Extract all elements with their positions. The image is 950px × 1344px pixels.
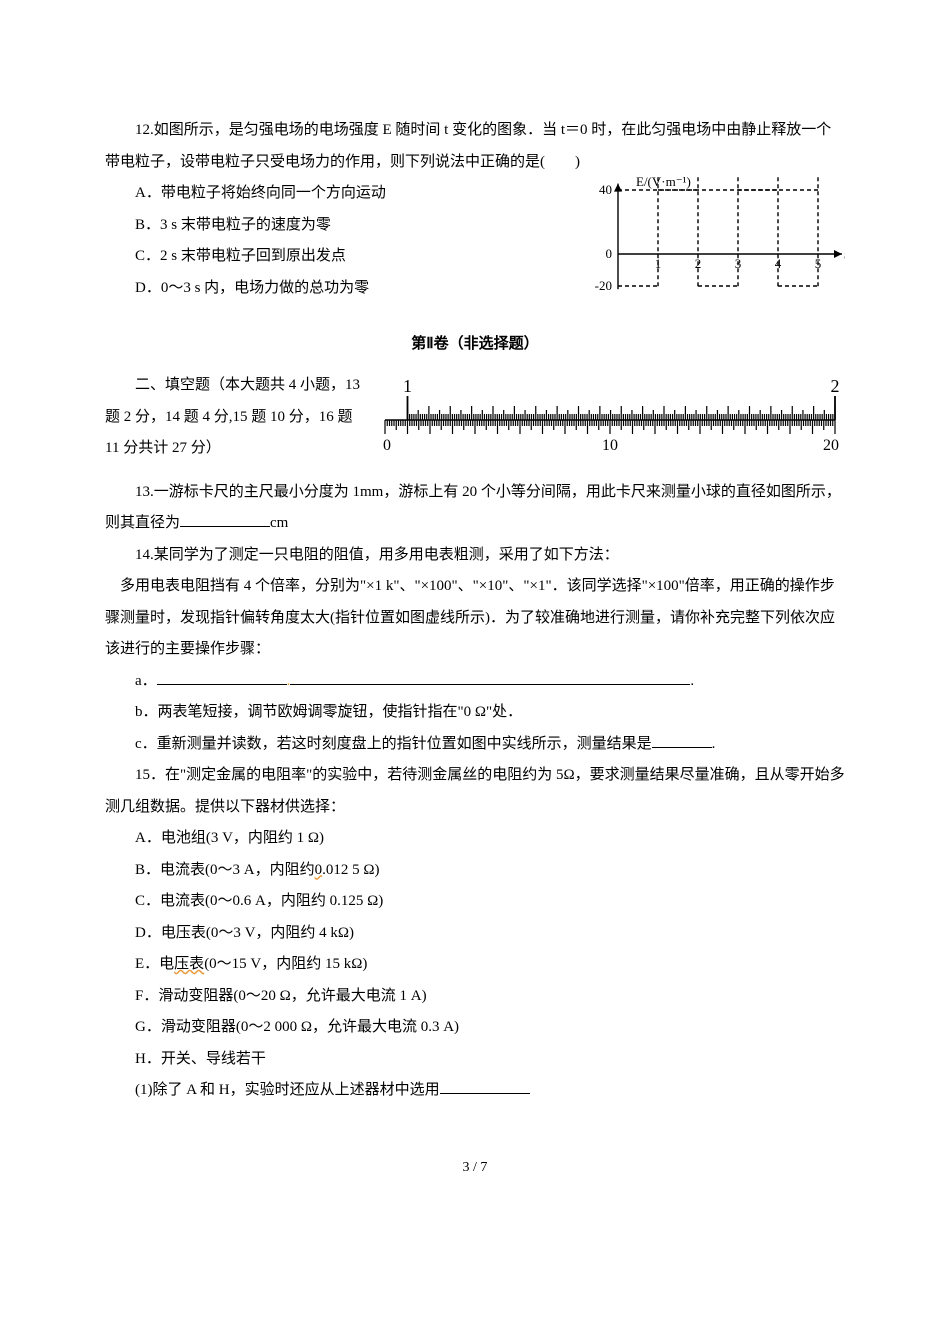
q14-b: b．两表笔短接，调节欧姆调零旋钮，使指针指在"0 Ω"处． bbox=[105, 697, 845, 729]
vernier-ruler-svg: 0 10 20 1 2 bbox=[375, 374, 845, 464]
q15-E: E．电压表(0～15 V，内阻约 15 kΩ) bbox=[105, 949, 845, 981]
q12-stem: 12.如图所示，是匀强电场的电场强度 E 随时间 t 变化的图象．当 t＝0 时… bbox=[105, 115, 845, 178]
q12-options: A．带电粒子将始终向同一个方向运动 B．3 s 末带电粒子的速度为零 C．2 s… bbox=[105, 178, 574, 304]
q14-body: 多用电表电阻挡有 4 个倍率，分别为"×1 k"、"×100"、"×10"、"×… bbox=[105, 571, 845, 666]
q15-B: B．电流表(0～3 A，内阻约0.012 5 Ω) bbox=[105, 855, 845, 887]
q12-graph: 40-20012345E/(V·m⁻¹)t/s bbox=[580, 172, 845, 315]
q15-sub1-text: (1)除了 A 和 H，实验时还应从上述器材中选用 bbox=[135, 1082, 440, 1098]
q15-B-wavy: 0 bbox=[315, 862, 323, 878]
svg-text:2: 2 bbox=[695, 256, 702, 271]
svg-text:3: 3 bbox=[735, 256, 742, 271]
section-2-title: 第Ⅱ卷（非选择题） bbox=[105, 329, 845, 361]
vernier-ruler: 0 10 20 1 2 bbox=[375, 374, 845, 477]
q13-unit: cm bbox=[270, 515, 288, 531]
q12-opt-b: B．3 s 末带电粒子的速度为零 bbox=[105, 210, 574, 242]
q14-c: c．重新测量并读数，若这时刻度盘上的指针位置如图中实线所示，测量结果是. bbox=[105, 729, 845, 761]
svg-text:40: 40 bbox=[599, 182, 612, 197]
q14-stem: 14.某同学为了测定一只电阻的阻值，用多用电表粗测，采用了如下方法： bbox=[105, 540, 845, 572]
q13-stem: 13.一游标卡尺的主尺最小分度为 1mm，游标上有 20 个小等分间隔，用此卡尺… bbox=[105, 477, 845, 540]
q15-F: F．滑动变阻器(0～20 Ω，允许最大电流 1 A) bbox=[105, 981, 845, 1013]
page-footer: 3 / 7 bbox=[105, 1153, 845, 1182]
q15-E-post: (0～15 V，内阻约 15 kΩ) bbox=[204, 956, 367, 972]
q15-B-post: .012 5 Ω) bbox=[322, 862, 379, 878]
q14-c-blank bbox=[652, 732, 712, 748]
q12-row: A．带电粒子将始终向同一个方向运动 B．3 s 末带电粒子的速度为零 C．2 s… bbox=[105, 178, 845, 315]
q15-B-pre: B．电流表(0～3 A，内阻约 bbox=[135, 862, 315, 878]
svg-text:2: 2 bbox=[831, 376, 840, 396]
fill-header: 二、填空题（本大题共 4 小题，13 题 2 分，14 题 4 分,15 题 1… bbox=[105, 370, 365, 465]
q15-H: H．开关、导线若干 bbox=[105, 1044, 845, 1076]
q14-c-pre: c．重新测量并读数，若这时刻度盘上的指针位置如图中实线所示，测量结果是 bbox=[135, 736, 652, 752]
svg-text:4: 4 bbox=[775, 256, 782, 271]
q12-opt-d: D．0～3 s 内，电场力做的总功为零 bbox=[105, 273, 574, 305]
fill-header-text: 二、填空题（本大题共 4 小题，13 题 2 分，14 题 4 分,15 题 1… bbox=[105, 370, 365, 465]
q15-sub1: (1)除了 A 和 H，实验时还应从上述器材中选用 bbox=[105, 1075, 845, 1107]
q15-A: A．电池组(3 V，内阻约 1 Ω) bbox=[105, 823, 845, 855]
svg-text:1: 1 bbox=[403, 376, 412, 396]
q15-C: C．电流表(0～0.6 A，内阻约 0.125 Ω) bbox=[105, 886, 845, 918]
q15-E-wavy: 压表 bbox=[174, 956, 204, 972]
q15-E-pre: E．电 bbox=[135, 956, 174, 972]
q12-opt-a: A．带电粒子将始终向同一个方向运动 bbox=[105, 178, 574, 210]
q15-G: G．滑动变阻器(0～2 000 Ω，允许最大电流 0.3 A) bbox=[105, 1012, 845, 1044]
q14-a-blank2 bbox=[290, 669, 690, 685]
q14-c-post: . bbox=[712, 736, 716, 752]
q15-sub1-blank bbox=[440, 1078, 530, 1094]
svg-text:0: 0 bbox=[606, 246, 613, 261]
svg-text:10: 10 bbox=[602, 437, 618, 454]
q15-stem: 15．在"测定金属的电阻率"的实验中，若待测金属丝的电阻约为 5Ω，要求测量结果… bbox=[105, 760, 845, 823]
svg-text:-20: -20 bbox=[595, 278, 612, 293]
fill-header-row: 二、填空题（本大题共 4 小题，13 题 2 分，14 题 4 分,15 题 1… bbox=[105, 370, 845, 477]
q14-a: a．.. bbox=[105, 666, 845, 698]
q14-a-label: a． bbox=[135, 673, 157, 689]
svg-text:t/s: t/s bbox=[844, 247, 845, 262]
q13-blank bbox=[180, 511, 270, 527]
q14-a-blank1 bbox=[157, 669, 287, 685]
svg-text:1: 1 bbox=[655, 256, 662, 271]
e-t-graph-svg: 40-20012345E/(V·m⁻¹)t/s bbox=[580, 172, 845, 302]
svg-text:5: 5 bbox=[815, 256, 822, 271]
q12-opt-c: C．2 s 末带电粒子回到原出发点 bbox=[105, 241, 574, 273]
q15-D: D．电压表(0～3 V，内阻约 4 kΩ) bbox=[105, 918, 845, 950]
svg-text:0: 0 bbox=[383, 437, 391, 454]
svg-text:20: 20 bbox=[823, 437, 839, 454]
